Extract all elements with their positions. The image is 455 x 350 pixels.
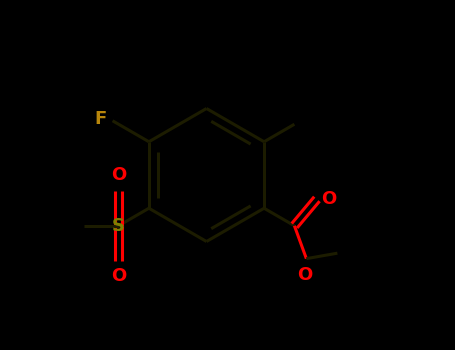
Text: F: F xyxy=(94,110,106,128)
Text: S: S xyxy=(112,217,125,235)
Text: O: O xyxy=(321,190,336,208)
Text: O: O xyxy=(111,267,126,285)
Text: O: O xyxy=(297,266,312,284)
Text: O: O xyxy=(111,167,126,184)
